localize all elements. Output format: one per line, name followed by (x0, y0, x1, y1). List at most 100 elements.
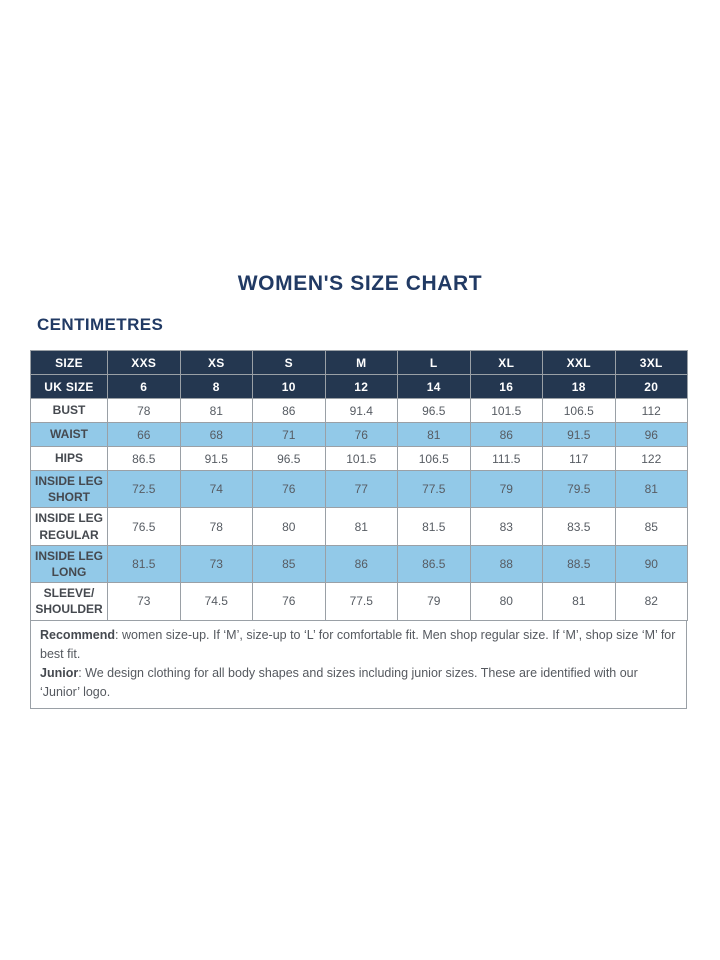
value-cell: 81.5 (397, 507, 471, 546)
value-cell: 81 (542, 582, 616, 621)
value-cell: 72.5 (107, 469, 181, 509)
row-label: SLEEVE/ SHOULDER (30, 582, 108, 621)
value-cell: 77.5 (324, 582, 398, 621)
value-cell: 78 (107, 398, 181, 423)
table-row: INSIDE LEG SHORT 72.5 74 76 77 77.5 79 79.5 81 (30, 469, 688, 509)
footnote-recommend-label: Recommend (40, 627, 116, 642)
value-cell: 73 (107, 582, 181, 621)
header-cell: XXL (542, 350, 616, 375)
header-cell: 18 (542, 374, 616, 399)
header-row-uk-size: UK SIZE 6 8 10 12 14 16 18 20 (30, 374, 688, 399)
value-cell: 68 (179, 422, 253, 447)
footnote-junior-text: : We design clothing for all body shapes… (40, 665, 638, 699)
header-cell: 14 (397, 374, 471, 399)
value-cell: 81 (614, 469, 688, 509)
table-row: WAIST 66 68 71 76 81 86 91.5 96 (30, 422, 688, 447)
value-cell: 81 (397, 422, 471, 447)
header-cell: XXS (107, 350, 181, 375)
value-cell: 112 (614, 398, 688, 423)
value-cell: 76 (252, 582, 326, 621)
value-cell: 86 (469, 422, 543, 447)
value-cell: 96.5 (397, 398, 471, 423)
header-cell: 6 (107, 374, 181, 399)
table-row: BUST 78 81 86 91.4 96.5 101.5 106.5 112 (30, 398, 688, 423)
table-row: HIPS 86.5 91.5 96.5 101.5 106.5 111.5 117 122 (30, 446, 688, 471)
value-cell: 111.5 (469, 446, 543, 471)
value-cell: 88.5 (542, 544, 616, 584)
value-cell: 66 (107, 422, 181, 447)
value-cell: 76.5 (107, 507, 181, 546)
value-cell: 101.5 (469, 398, 543, 423)
footnote-junior: Junior: We design clothing for all body … (40, 664, 677, 702)
value-cell: 86.5 (107, 446, 181, 471)
unit-label: CENTIMETRES (37, 315, 164, 334)
row-label: INSIDE LEG REGULAR (30, 507, 108, 546)
row-label: INSIDE LEG LONG (30, 544, 108, 584)
header-cell: M (324, 350, 398, 375)
value-cell: 71 (252, 422, 326, 447)
table-row: INSIDE LEG LONG 81.5 73 85 86 86.5 88 88.5 90 (30, 544, 688, 584)
value-cell: 73 (179, 544, 253, 584)
value-cell: 86.5 (397, 544, 471, 584)
value-cell: 81 (324, 507, 398, 546)
header-cell: 20 (614, 374, 688, 399)
row-label: BUST (30, 398, 108, 423)
value-cell: 96.5 (252, 446, 326, 471)
row-label: INSIDE LEG SHORT (30, 469, 108, 509)
value-cell: 80 (252, 507, 326, 546)
table-row: SLEEVE/ SHOULDER 73 74.5 76 77.5 79 80 81 82 (30, 582, 688, 621)
value-cell: 81.5 (107, 544, 181, 584)
value-cell: 106.5 (542, 398, 616, 423)
value-cell: 76 (252, 469, 326, 509)
value-cell: 74.5 (179, 582, 253, 621)
value-cell: 77.5 (397, 469, 471, 509)
value-cell: 79.5 (542, 469, 616, 509)
value-cell: 91.5 (542, 422, 616, 447)
row-label: HIPS (30, 446, 108, 471)
header-cell: XS (179, 350, 253, 375)
value-cell: 96 (614, 422, 688, 447)
value-cell: 91.4 (324, 398, 398, 423)
page-title: WOMEN'S SIZE CHART (237, 272, 483, 295)
value-cell: 80 (469, 582, 543, 621)
header-row-size: SIZE XXS XS S M L XL XXL 3XL (30, 350, 688, 375)
footnote-box: Recommend: women size-up. If ‘M’, size-u… (30, 619, 687, 709)
header-row-size-label: SIZE (30, 350, 108, 375)
value-cell: 79 (397, 582, 471, 621)
value-cell: 79 (469, 469, 543, 509)
value-cell: 76 (324, 422, 398, 447)
value-cell: 83 (469, 507, 543, 546)
value-cell: 90 (614, 544, 688, 584)
value-cell: 83.5 (542, 507, 616, 546)
header-cell: XL (469, 350, 543, 375)
size-chart-table: SIZE XXS XS S M L XL XXL 3XL UK SIZE 6 8 10 12 14 16 18 2… (30, 350, 688, 621)
value-cell: 85 (614, 507, 688, 546)
header-cell: 3XL (614, 350, 688, 375)
value-cell: 86 (252, 398, 326, 423)
header-cell: 16 (469, 374, 543, 399)
value-cell: 117 (542, 446, 616, 471)
value-cell: 77 (324, 469, 398, 509)
value-cell: 82 (614, 582, 688, 621)
header-row-uk-size-label: UK SIZE (30, 374, 108, 399)
size-table-header: SIZE XXS XS S M L XL XXL 3XL UK SIZE 6 8 10 12 14 16 18 2… (30, 350, 688, 399)
size-table-body: BUST 78 81 86 91.4 96.5 101.5 106.5 112 WAIST 66 68… (30, 398, 688, 621)
value-cell: 74 (179, 469, 253, 509)
table-row: INSIDE LEG REGULAR 76.5 78 80 81 81.5 83 83.5 85 (30, 507, 688, 546)
value-cell: 101.5 (324, 446, 398, 471)
header-cell: S (252, 350, 326, 375)
value-cell: 88 (469, 544, 543, 584)
value-cell: 91.5 (179, 446, 253, 471)
footnote-recommend: Recommend: women size-up. If ‘M’, size-u… (40, 626, 677, 664)
row-label: WAIST (30, 422, 108, 447)
header-cell: 10 (252, 374, 326, 399)
footnote-junior-label: Junior (40, 665, 79, 680)
header-cell: 12 (324, 374, 398, 399)
value-cell: 78 (179, 507, 253, 546)
header-cell: L (397, 350, 471, 375)
value-cell: 81 (179, 398, 253, 423)
header-cell: 8 (179, 374, 253, 399)
value-cell: 122 (614, 446, 688, 471)
value-cell: 106.5 (397, 446, 471, 471)
